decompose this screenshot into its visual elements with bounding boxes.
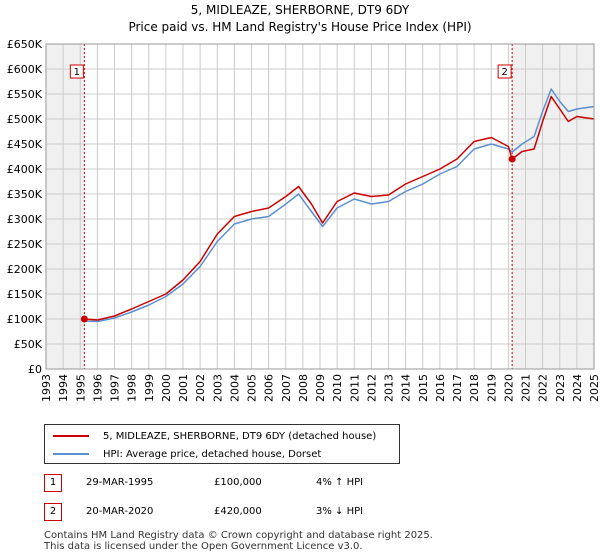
chart-title: 5, MIDLEAZE, SHERBORNE, DT9 6DY [190,3,410,17]
y-tick-label: £300K [7,213,43,226]
x-tick-label: 2016 [434,374,447,402]
y-tick-label: £250K [7,238,43,251]
x-tick-label: 2011 [348,374,361,402]
x-tick-label: 1997 [109,374,122,402]
x-tick-label: 2009 [314,374,327,402]
transaction-marker: 2 [44,503,62,521]
transaction-hpi: 4% ↑ HPI [316,477,364,488]
footer-line-1: Contains HM Land Registry data © Crown c… [44,530,433,541]
y-tick-label: £550K [7,88,43,101]
x-tick-label: 1994 [57,374,70,402]
transaction-row: 1 29-MAR-1995 £100,000 4% ↑ HPI [44,474,384,494]
x-tick-label: 2008 [297,374,310,402]
x-tick-label: 2001 [177,374,190,402]
sale-point [508,155,516,163]
transaction-price: £100,000 [214,477,262,488]
x-tick-label: 2023 [554,374,567,402]
x-tick-label: 2002 [194,374,207,402]
x-tick-label: 2018 [468,374,481,402]
footer-line-2: This data is licensed under the Open Gov… [44,541,363,552]
sale-marker-label: 2 [501,67,507,78]
sale-marker-box [497,64,512,79]
series-line [84,88,595,323]
legend-swatch-hpi [53,453,89,455]
legend-label-hpi: HPI: Average price, detached house, Dors… [103,448,322,460]
transaction-hpi: 3% ↓ HPI [316,506,364,517]
y-tick-label: £600K [7,63,43,76]
x-tick-label: 1993 [40,374,53,402]
x-tick-label: 2015 [417,374,430,402]
y-tick-label: £0 [28,363,42,376]
x-tick-label: 2019 [485,374,498,402]
x-tick-label: 2000 [160,374,173,402]
y-tick-label: £100K [7,313,43,326]
chart-subtitle: Price paid vs. HM Land Registry's House … [128,20,472,34]
x-tick-label: 2003 [211,374,224,402]
y-tick-label: £650K [7,38,43,51]
x-tick-label: 2025 [588,374,600,402]
transaction-price: £420,000 [214,506,262,517]
x-tick-label: 2022 [537,374,550,402]
x-tick-label: 1998 [126,374,139,402]
legend-label-property: 5, MIDLEAZE, SHERBORNE, DT9 6DY (detache… [103,430,377,442]
y-tick-label: £150K [7,288,43,301]
x-tick-label: 2013 [383,374,396,402]
x-tick-label: 1996 [91,374,104,402]
transaction-row: 2 20-MAR-2020 £420,000 3% ↓ HPI [44,503,384,523]
x-tick-label: 2007 [280,374,293,402]
shaded-region [46,44,85,369]
x-tick-label: 2005 [246,374,259,402]
plot-frame [45,43,595,370]
x-tick-label: 2010 [331,374,344,402]
sale-point [80,315,88,323]
y-tick-label: £400K [7,163,43,176]
series-line [84,95,595,321]
x-tick-label: 1995 [74,374,87,402]
legend-item-hpi: HPI: Average price, detached house, Dors… [53,445,321,463]
x-tick-label: 2020 [502,374,515,402]
legend-swatch-property [53,435,89,437]
footer-attribution: Contains HM Land Registry data © Crown c… [44,530,433,552]
x-tick-label: 2021 [520,374,533,402]
x-tick-label: 2004 [228,374,241,402]
transaction-marker: 1 [44,474,62,492]
transaction-date: 20-MAR-2020 [86,506,154,517]
y-tick-label: £200K [7,263,43,276]
x-tick-label: 2014 [400,374,413,402]
legend-item-property: 5, MIDLEAZE, SHERBORNE, DT9 6DY (detache… [53,427,376,445]
transaction-date: 29-MAR-1995 [86,477,154,488]
y-tick-label: £50K [14,338,43,351]
sale-marker-label: 1 [74,67,80,78]
y-tick-label: £450K [7,138,43,151]
price-chart: 1 2 £0 £50K £100K £150K £200K £250K £300K £350K £4… [7,38,600,402]
x-tick-label: 1999 [143,374,156,402]
y-tick-label: £350K [7,188,43,201]
chart-legend: 5, MIDLEAZE, SHERBORNE, DT9 6DY (detache… [44,424,400,464]
x-tick-label: 2024 [571,374,584,402]
x-tick-label: 2012 [365,374,378,402]
x-tick-label: 2006 [263,374,276,402]
sale-marker-box [69,64,84,79]
y-tick-label: £500K [7,113,43,126]
x-tick-label: 2017 [451,374,464,402]
